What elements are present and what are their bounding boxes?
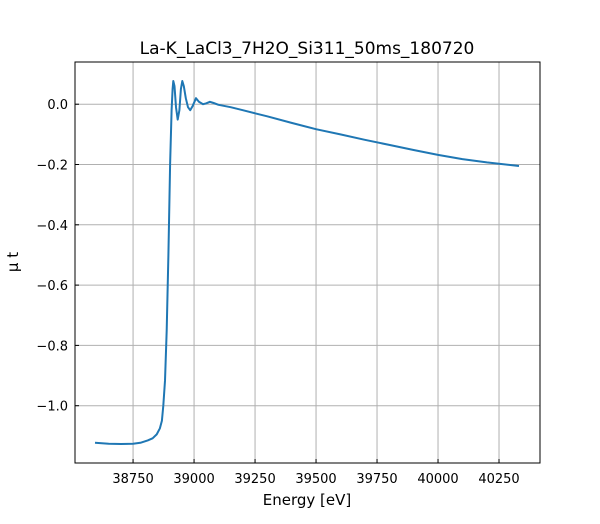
y-tick-label: −1.0 (36, 400, 68, 415)
x-tick-label: 38750 (112, 472, 153, 487)
x-tick-label: 39500 (295, 472, 336, 487)
y-tick-label: −0.6 (36, 279, 68, 294)
ticks: 38750 39000 39250 39500 39750 40000 40250 0.0 −0… (36, 98, 519, 487)
x-axis-label: Energy [eV] (263, 491, 351, 509)
x-tick-label: 39250 (234, 472, 275, 487)
series-line-mu (94, 80, 520, 445)
x-tick-label: 39750 (356, 472, 397, 487)
y-tick-label: −0.8 (36, 339, 68, 354)
x-tick-label: 40000 (417, 472, 458, 487)
y-tick-label: 0.0 (47, 98, 68, 113)
chart-title: La-K_LaCl3_7H2O_Si311_50ms_180720 (140, 39, 475, 59)
plot-frame (74, 61, 541, 464)
grid (75, 62, 540, 463)
y-tick-label: −0.4 (36, 219, 68, 234)
y-tick-label: −0.2 (36, 159, 68, 174)
x-tick-label: 39000 (173, 472, 214, 487)
y-axis-label: μ t (4, 252, 22, 272)
x-tick-label: 40250 (478, 472, 519, 487)
